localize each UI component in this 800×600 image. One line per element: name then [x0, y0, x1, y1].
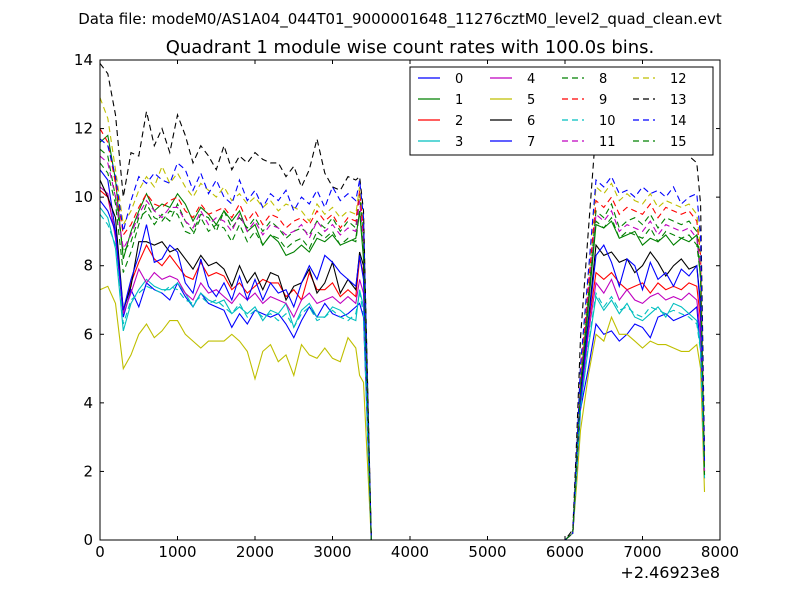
series-line-15 [100, 162, 706, 540]
legend-entry-14: 14 [633, 114, 687, 129]
legend-entry-0: 0 [418, 72, 463, 87]
legend-entry-13: 13 [633, 93, 687, 108]
legend-entry-8: 8 [562, 72, 607, 87]
series-line-14 [100, 138, 706, 540]
legend-entry-4: 4 [490, 72, 535, 87]
y-tick-label: 2 [83, 462, 93, 480]
legend-label: 4 [527, 72, 535, 87]
legend-entry-7: 7 [490, 135, 535, 150]
legend-entry-11: 11 [562, 135, 616, 150]
legend-label: 7 [527, 135, 535, 150]
legend-entry-15: 15 [633, 135, 687, 150]
legend-label: 6 [527, 114, 535, 129]
y-tick-label: 0 [83, 531, 93, 549]
series-line-2 [100, 189, 706, 540]
series-line-7 [100, 200, 706, 540]
x-tick-label: 5000 [468, 543, 506, 561]
legend-frame [409, 66, 714, 156]
legend-entry-10: 10 [562, 114, 616, 129]
legend-label: 0 [455, 72, 463, 87]
y-tick-label: 6 [83, 325, 93, 343]
legend-entry-1: 1 [418, 93, 463, 108]
axes-layer: 0 1000 2000 3000 4000 5000 6000 7000 80000246810… [74, 51, 739, 561]
x-tick-label: 4000 [391, 543, 429, 561]
x-tick-label: 8000 [701, 543, 739, 561]
legend-entry-5: 5 [490, 93, 535, 108]
legend-label: 14 [670, 114, 687, 129]
y-tick-label: 8 [83, 257, 93, 275]
legend-label: 13 [670, 93, 687, 108]
legend-label: 3 [455, 135, 463, 150]
legend-label: 12 [670, 72, 687, 87]
legend-entry-12: 12 [633, 72, 687, 87]
legend-label: 2 [455, 114, 463, 129]
legend-label: 11 [599, 135, 616, 150]
legend-label: 15 [670, 135, 687, 150]
series-line-0 [100, 169, 706, 540]
y-tick-label: 14 [74, 51, 93, 69]
y-tick-label: 10 [74, 188, 93, 206]
x-tick-label: 6000 [546, 543, 584, 561]
x-tick-label: 7000 [623, 543, 661, 561]
series-line-1 [100, 134, 706, 540]
legend-label: 5 [527, 93, 535, 108]
x-offset-label: +2.46923e8 [620, 563, 720, 582]
y-tick-label: 4 [83, 394, 93, 412]
series-line-9 [100, 128, 706, 540]
legend-label: 9 [599, 93, 607, 108]
legend-label: 8 [599, 72, 607, 87]
series-line-5 [100, 285, 706, 540]
figure-suptitle: Data file: modeM0/AS1A04_044T01_90000016… [78, 10, 722, 29]
legend-label: 1 [455, 93, 463, 108]
chart-title: Quadrant 1 module wise count rates with … [166, 37, 655, 58]
series-line-8 [100, 148, 706, 540]
x-tick-label: 3000 [313, 543, 351, 561]
series-layer [100, 63, 706, 540]
series-line-4 [100, 186, 706, 540]
x-tick-label: 1000 [158, 543, 196, 561]
x-tick-label: 0 [95, 543, 105, 561]
y-tick-label: 12 [74, 120, 93, 138]
legend-entry-6: 6 [490, 114, 535, 129]
legend-entry-3: 3 [418, 135, 463, 150]
legend-entry-2: 2 [418, 114, 463, 129]
series-line-3 [100, 207, 706, 540]
series-line-11 [100, 155, 706, 540]
series-line-12 [100, 97, 706, 540]
legend-label: 10 [599, 114, 616, 129]
legend-entry-9: 9 [562, 93, 607, 108]
series-line-10 [100, 213, 706, 540]
x-tick-label: 2000 [236, 543, 274, 561]
